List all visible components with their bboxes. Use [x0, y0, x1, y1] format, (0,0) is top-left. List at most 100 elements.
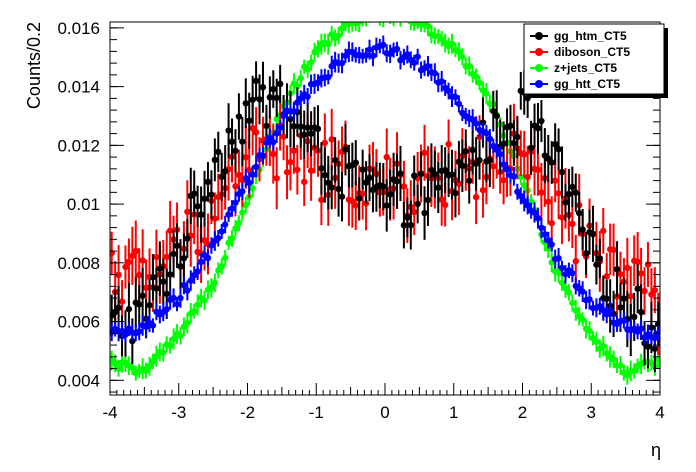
data-point: [435, 184, 442, 191]
data-point: [301, 178, 308, 186]
data-point: [142, 367, 150, 374]
data-point: [184, 235, 191, 242]
data-point: [215, 235, 222, 242]
data-point: [400, 183, 408, 190]
data-point: [170, 335, 177, 343]
data-point: [249, 185, 256, 192]
data-point: [249, 96, 256, 103]
x-tick-label: -2: [240, 403, 255, 422]
data-point: [593, 338, 600, 345]
data-point: [283, 169, 291, 176]
data-point: [125, 305, 133, 313]
legend-entries: gg_htm_CT5 diboson_CT5 z+jets_CT5 gg_htt_CT…: [530, 29, 630, 91]
data-point: [582, 250, 590, 257]
legend-entry: gg_htt_CT5: [530, 77, 620, 91]
data-point: [455, 180, 463, 187]
data-point: [177, 332, 184, 340]
data-point: [153, 285, 160, 292]
data-point: [160, 278, 167, 285]
data-point: [603, 273, 610, 280]
data-point: [294, 166, 301, 173]
data-point: [208, 242, 215, 249]
data-point: [232, 199, 239, 206]
data-point: [177, 294, 184, 302]
data-point: [524, 173, 531, 181]
legend-label: gg_htt_CT5: [554, 77, 620, 91]
data-point: [273, 175, 280, 182]
data-point: [503, 166, 511, 173]
data-point: [565, 289, 573, 296]
data-point: [221, 254, 229, 262]
data-point: [366, 174, 373, 181]
data-point: [290, 108, 298, 115]
data-point: [359, 14, 365, 20]
data-point: [534, 214, 542, 222]
data-point: [356, 22, 363, 25]
legend-entry: gg_htm_CT5: [530, 29, 627, 43]
data-point: [579, 288, 586, 295]
data-point: [441, 166, 449, 174]
data-point: [452, 189, 459, 197]
data-point: [366, 46, 373, 53]
data-point: [610, 246, 617, 254]
data-point: [314, 45, 322, 53]
tick-labels-layer: -4 -3 -2 -1 0 1 2 3 4 0.004 0.006 0.008 0.01 0.012 0.0…: [57, 19, 664, 422]
data-point: [384, 10, 390, 16]
data-point: [431, 170, 439, 178]
data-point: [600, 227, 607, 235]
data-point: [338, 59, 346, 67]
y-tick-label: 0.006: [57, 313, 100, 332]
data-point: [184, 287, 191, 294]
data-point: [600, 342, 607, 350]
data-point: [235, 220, 243, 227]
data-point: [472, 120, 480, 127]
data-point: [637, 270, 645, 277]
data-point: [232, 225, 239, 232]
data-point: [380, 14, 386, 20]
data-point: [606, 307, 614, 315]
data-point: [424, 196, 432, 204]
data-point: [352, 202, 359, 209]
data-point: [362, 179, 370, 186]
data-point: [139, 292, 146, 299]
data-point: [637, 325, 645, 332]
data-point: [328, 184, 335, 191]
data-point: [194, 268, 201, 275]
data-point: [338, 193, 346, 200]
x-tick-label: 1: [449, 403, 458, 422]
data-point: [266, 94, 274, 101]
data-point: [235, 113, 243, 120]
data-point: [613, 266, 621, 273]
data-point: [558, 168, 566, 176]
legend: gg_htm_CT5 diboson_CT5 z+jets_CT5 gg_htt_CT…: [523, 23, 668, 98]
data-point: [459, 53, 466, 60]
data-point: [225, 127, 232, 134]
data-point: [538, 189, 545, 196]
data-point: [180, 281, 188, 289]
data-point: [548, 159, 555, 166]
data-point: [215, 148, 222, 156]
data-point: [211, 215, 219, 222]
x-axis-title: η: [651, 440, 661, 460]
data-point: [380, 183, 387, 190]
data-point: [411, 22, 418, 27]
data-point: [242, 100, 249, 107]
data-point: [156, 265, 164, 272]
data-point: [500, 177, 507, 184]
y-tick-label: 0.008: [57, 254, 100, 273]
data-point: [153, 253, 160, 261]
legend-entry: diboson_CT5: [530, 45, 630, 59]
data-point: [136, 328, 143, 335]
data-point: [180, 255, 188, 262]
data-point: [122, 263, 129, 271]
data-point: [627, 293, 634, 300]
data-point: [383, 153, 390, 161]
data-point: [411, 172, 418, 179]
data-point: [301, 131, 308, 138]
data-point: [445, 87, 452, 95]
data-point: [531, 209, 538, 216]
data-point: [239, 209, 246, 216]
data-point: [589, 230, 597, 238]
y-tick-label: 0.01: [67, 195, 100, 214]
